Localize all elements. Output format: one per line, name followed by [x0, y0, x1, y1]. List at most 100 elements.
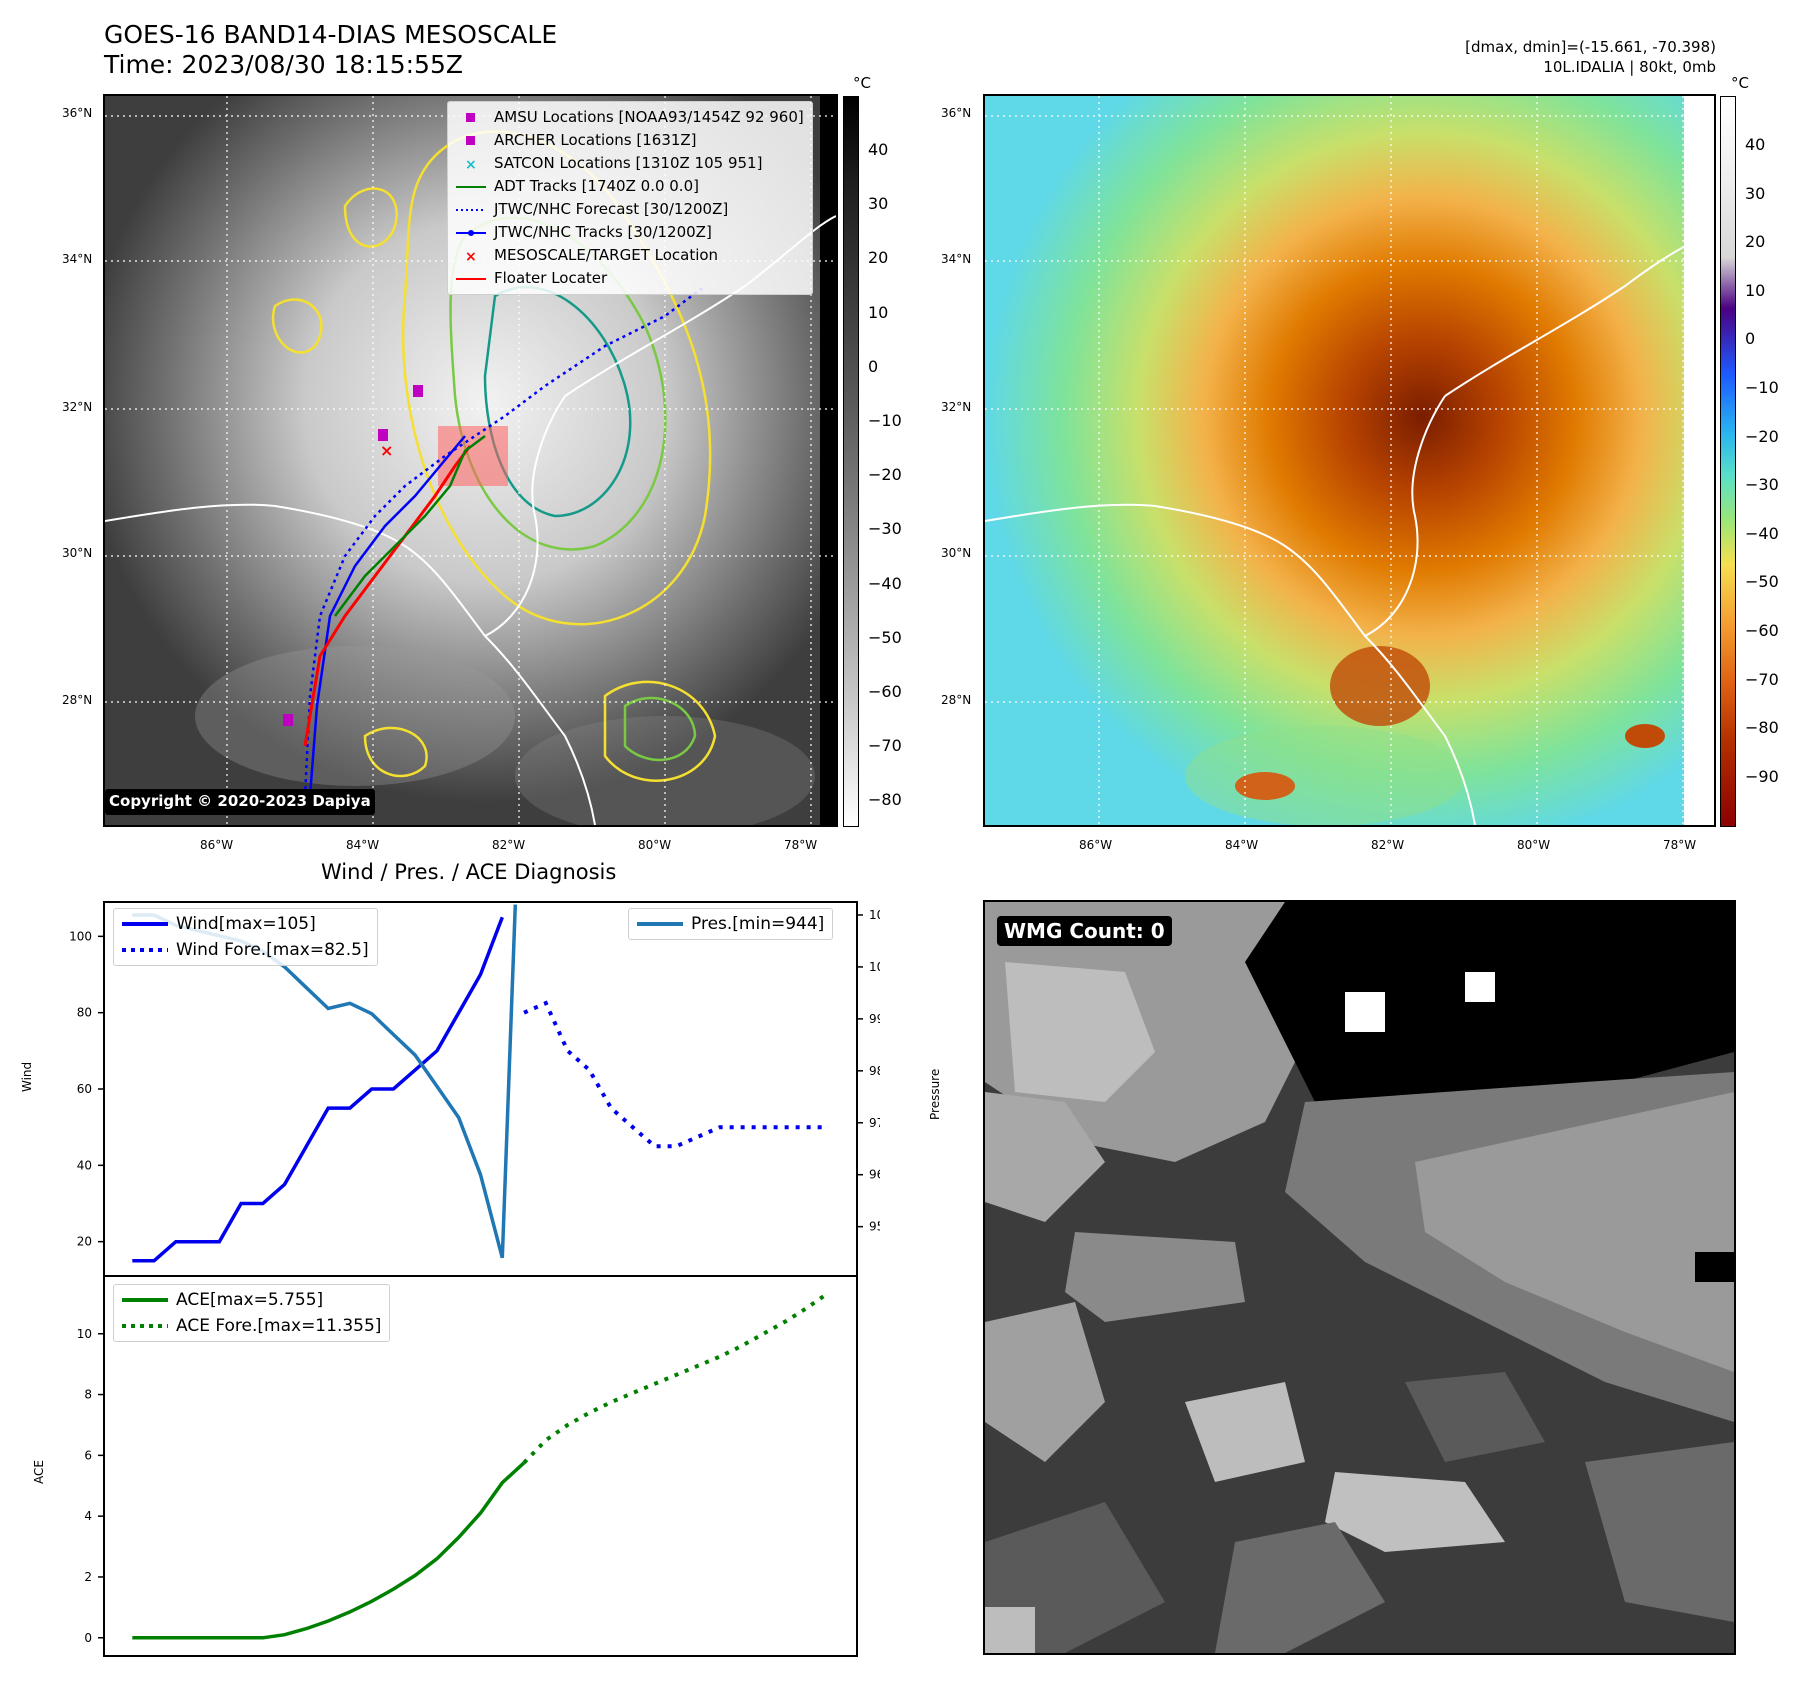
pressure-legend: Pres.[min=944]: [628, 908, 834, 940]
legend-ace-fore: ACE Fore.[max=11.355]: [122, 1316, 382, 1336]
right-lat-label: 30°N: [941, 546, 972, 560]
right-colorbar-tick: −50: [1745, 572, 1779, 592]
ace-tick-label: 4: [84, 1509, 92, 1523]
left-lat-label: 36°N: [62, 106, 93, 120]
ace-panel-frame: [103, 1275, 858, 1657]
right-colorbar-tick: 0: [1745, 329, 1756, 349]
legend-forecast: JTWC/NHC Forecast [30/1200Z]: [456, 200, 729, 218]
left-colorbar-tick: −80: [868, 790, 902, 810]
right-colorbar-unit: °C: [1731, 74, 1749, 92]
legend-wind-fore: Wind Fore.[max=82.5]: [122, 940, 369, 960]
ace-forecast-line: [522, 1290, 830, 1465]
left-colorbar-tick: −40: [868, 573, 902, 593]
wind-axis-label: Wind: [20, 1061, 34, 1092]
pressure-tick-label: 950: [869, 1220, 880, 1234]
stats-line2: 10L.IDALIA | 80kt, 0mb: [1543, 58, 1716, 76]
pressure-tick-label: 970: [869, 1116, 880, 1130]
legend-ace: ACE[max=5.755]: [122, 1290, 324, 1310]
left-colorbar-tick: −50: [868, 627, 902, 647]
legend-mesoscale: × MESOSCALE/TARGET Location: [465, 246, 719, 264]
pressure-tick-label: 1000: [869, 960, 880, 974]
right-lon-label: 82°W: [1371, 838, 1405, 852]
left-colorbar-tick: −20: [868, 465, 902, 485]
copyright-text: Copyright © 2020-2023 Dapiya: [109, 792, 371, 810]
left-lon-label: 86°W: [200, 838, 234, 852]
left-colorbar-tick: 0: [868, 356, 879, 376]
wind-line: [132, 916, 504, 1263]
left-lon-label: 84°W: [346, 838, 380, 852]
right-lat-label: 36°N: [941, 106, 972, 120]
legend-wind: Wind[max=105]: [122, 914, 316, 934]
left-colorbar-tick: −60: [868, 682, 902, 701]
left-lat-label: 28°N: [62, 693, 93, 707]
right-lat-label: 28°N: [941, 693, 972, 707]
ace-tick-label: 6: [84, 1448, 92, 1462]
right-colorbar-tick: 20: [1745, 232, 1766, 252]
right-colorbar: [1720, 96, 1736, 827]
wind-tick-label: 100: [69, 929, 92, 943]
wind-tick-label: 80: [77, 1006, 92, 1020]
wind-tick-label: 20: [77, 1235, 92, 1249]
map-legend: AMSU Locations [NOAA93/1454Z 92 960] ARC…: [447, 101, 813, 295]
diag-title: Wind / Pres. / ACE Diagnosis: [321, 860, 617, 884]
right-lon-label: 80°W: [1517, 838, 1551, 852]
right-colorbar-tick: −40: [1745, 523, 1779, 543]
legend-floater: Floater Locater: [456, 269, 608, 287]
pressure-tick-label: 1010: [869, 908, 880, 922]
ir-satellite-map: × Copyright © 2020-2023 Dapiya AMSU Loca…: [103, 94, 838, 827]
right-colorbar-tick: −30: [1745, 475, 1779, 495]
left-colorbar-tick: −70: [868, 736, 902, 756]
right-colorbar-tick: −10: [1745, 378, 1779, 397]
left-colorbar-tick: −30: [868, 519, 902, 539]
left-lon-label: 82°W: [492, 838, 526, 852]
left-lon-label: 78°W: [784, 838, 818, 852]
right-colorbar-tick: 10: [1745, 280, 1766, 300]
ace-tick-label: 2: [84, 1570, 92, 1584]
left-lat-label: 34°N: [62, 252, 93, 266]
ace-tick-label: 8: [84, 1388, 92, 1402]
left-colorbar-tick: 10: [868, 302, 889, 322]
svg-text:×: ×: [380, 441, 393, 460]
wind-tick-label: 60: [77, 1082, 92, 1096]
enhanced-ir-map: [983, 94, 1716, 827]
legend-adt: ADT Tracks [1740Z 0.0 0.0]: [456, 177, 699, 195]
figure-title-line2: Time: 2023/08/30 18:15:55Z: [104, 50, 463, 79]
ace-legend: ACE[max=5.755] ACE Fore.[max=11.355]: [113, 1284, 391, 1342]
ace-tick-label: 10: [77, 1327, 92, 1341]
pressure-tick-label: 990: [869, 1012, 880, 1026]
pressure-axis-label: Pressure: [928, 1068, 942, 1120]
svg-text:×: ×: [465, 158, 477, 170]
wind-forecast-line: [523, 1000, 829, 1149]
stats-line1: [dmax, dmin]=(-15.661, -70.398): [1465, 38, 1716, 56]
wind-tick-label: 40: [77, 1158, 92, 1172]
wmg-panel: WMG Count: 0: [983, 900, 1736, 1655]
right-colorbar-tick: 30: [1745, 183, 1766, 203]
right-colorbar-tick: −60: [1745, 621, 1779, 640]
right-lat-label: 34°N: [941, 252, 972, 266]
right-colorbar-tick: −20: [1745, 426, 1779, 446]
right-lon-label: 78°W: [1663, 838, 1697, 852]
right-colorbar-tick: −70: [1745, 669, 1779, 689]
left-colorbar: [843, 96, 859, 827]
diagnosis-chart: 1008060402010101000990980970960950108642…: [69, 901, 880, 1657]
svg-text:×: ×: [465, 250, 477, 262]
left-colorbar-tick: 40: [868, 140, 889, 159]
right-lat-label: 32°N: [941, 400, 972, 414]
figure-title-line1: GOES-16 BAND14-DIAS MESOSCALE: [104, 20, 558, 49]
pressure-tick-label: 960: [869, 1168, 880, 1182]
wind-legend: Wind[max=105] Wind Fore.[max=82.5]: [113, 908, 378, 966]
right-colorbar-tick: −80: [1745, 718, 1779, 738]
ace-axis-label: ACE: [32, 1460, 46, 1484]
legend-pres: Pres.[min=944]: [637, 914, 825, 934]
left-lon-label: 80°W: [638, 838, 672, 852]
left-lat-label: 30°N: [62, 546, 93, 560]
left-colorbar-tick: −10: [868, 411, 902, 430]
left-colorbar-tick: 30: [868, 194, 889, 214]
wmg-count-badge: WMG Count: 0: [997, 916, 1172, 946]
legend-satcon: × SATCON Locations [1310Z 105 951]: [465, 154, 763, 172]
pressure-tick-label: 980: [869, 1064, 880, 1078]
legend-tracks: JTWC/NHC Tracks [30/1200Z]: [456, 221, 804, 244]
ace-tick-label: 0: [84, 1631, 92, 1645]
ace-line: [132, 1461, 526, 1640]
left-colorbar-tick: 20: [868, 248, 889, 268]
